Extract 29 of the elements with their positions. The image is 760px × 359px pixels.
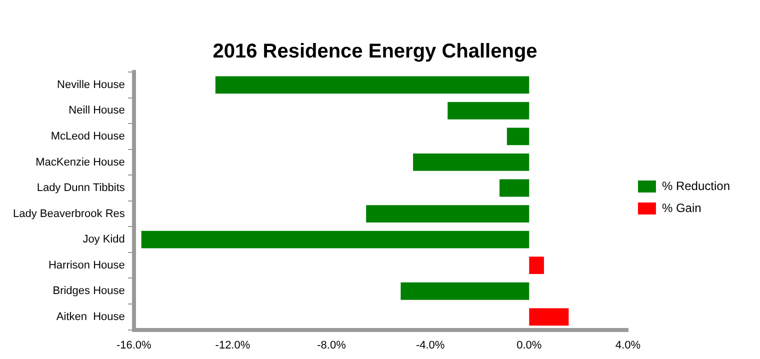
y-tick-label: Bridges House: [52, 285, 125, 298]
x-tick-label: -8.0%: [317, 339, 346, 352]
x-tick-label: -16.0%: [116, 339, 152, 352]
y-tick-label: Neville House: [57, 78, 125, 91]
bar: [529, 256, 544, 274]
legend-label: % Gain: [662, 200, 702, 215]
y-tick-label: Lady Dunn Tibbits: [36, 182, 126, 194]
bar: [400, 282, 530, 300]
x-tick-label: 4.0%: [615, 339, 641, 352]
bar: [500, 179, 530, 197]
bar: [366, 205, 530, 222]
x-tick-label: -12.0%: [215, 339, 250, 352]
y-tick-label: Harrison House: [48, 259, 125, 272]
y-tick-label: Aitken House: [56, 310, 125, 323]
y-tick-label: McLeod House: [50, 130, 125, 142]
chart-title: 2016 Residence Energy Challenge: [212, 40, 538, 63]
bar: [215, 76, 530, 94]
bar: [141, 230, 530, 248]
bar: [506, 128, 530, 146]
x-tick-label: 0.0%: [516, 339, 542, 352]
bar: [529, 308, 569, 326]
y-tick-label: MacKenzie House: [36, 156, 125, 168]
bar: [413, 154, 530, 171]
y-tick-label: Joy Kidd: [82, 234, 125, 246]
bar: [448, 102, 530, 120]
y-tick-label: Neill House: [68, 104, 125, 117]
y-tick-label: Lady Beaverbrook Res: [12, 208, 126, 220]
legend-label: % Reduction: [662, 178, 730, 193]
x-tick-label: -4.0%: [416, 339, 445, 352]
